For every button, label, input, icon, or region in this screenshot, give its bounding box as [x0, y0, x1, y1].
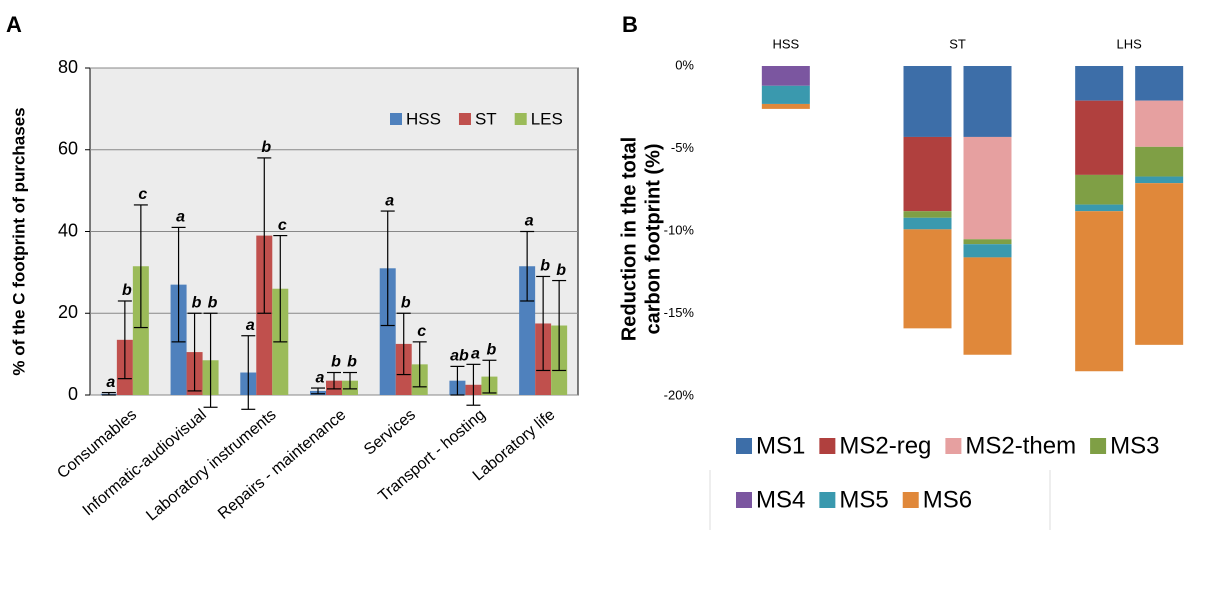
bar-segment — [963, 257, 1012, 355]
bar-segment — [1075, 204, 1124, 212]
x-tick-label: Informatic-audiovisual — [80, 406, 210, 519]
significance-letter: b — [540, 258, 550, 275]
y-tick-label: -5% — [671, 140, 695, 155]
y-tick-label: 0 — [68, 384, 78, 404]
significance-letter: ab — [450, 348, 469, 365]
legend-swatch — [819, 492, 836, 508]
panel-label: B — [622, 12, 638, 37]
bar-segment — [761, 103, 810, 109]
bar-segment — [1135, 176, 1184, 184]
legend-swatch — [736, 492, 752, 508]
legend-label: MS2-them — [965, 432, 1076, 459]
significance-letter: a — [106, 374, 115, 391]
bar-segment — [761, 85, 810, 104]
y-tick-label: 60 — [58, 139, 78, 159]
legend-label: MS1 — [756, 432, 805, 459]
significance-letter: b — [192, 294, 202, 311]
significance-letter: b — [556, 262, 566, 279]
bar-segment — [903, 229, 952, 329]
significance-letter: b — [347, 354, 357, 371]
significance-letter: b — [261, 139, 271, 156]
significance-letter: c — [278, 217, 287, 234]
legend-swatch — [458, 113, 471, 125]
y-tick-label: 40 — [58, 220, 78, 240]
bar-segment — [1135, 66, 1184, 101]
bar-segment — [1075, 174, 1124, 205]
bar — [379, 268, 396, 395]
y-tick-label: 20 — [58, 302, 78, 322]
bar-segment — [963, 244, 1012, 258]
significance-letter: a — [385, 192, 394, 209]
y-tick-label: -10% — [664, 222, 695, 237]
legend-swatch — [1090, 438, 1107, 454]
significance-letter: b — [208, 294, 218, 311]
x-tick-label: Services — [361, 406, 419, 458]
legend-label: LES — [531, 109, 563, 128]
group-label: LHS — [1117, 36, 1143, 51]
legend-label: HSS — [406, 109, 441, 128]
legend-swatch — [819, 438, 836, 454]
significance-letter: c — [417, 323, 426, 340]
significance-letter: b — [487, 341, 497, 358]
y-axis-label: carbon footprint (%) — [642, 143, 664, 334]
y-tick-label: -15% — [664, 305, 695, 320]
bar-segment — [963, 136, 1012, 240]
y-tick-label: -20% — [664, 387, 695, 402]
legend-label: ST — [475, 109, 497, 128]
significance-letter: b — [331, 354, 341, 371]
legend-label: MS5 — [839, 486, 888, 513]
significance-letter: a — [246, 317, 255, 334]
significance-letter: c — [138, 186, 147, 203]
legend-swatch — [945, 438, 962, 454]
significance-letter: b — [122, 282, 132, 299]
bar-segment — [1075, 66, 1124, 101]
y-axis-label: Reduction in the total — [618, 137, 640, 341]
bar-segment — [903, 136, 952, 212]
x-tick-label: Repairs - maintenance — [215, 406, 349, 523]
bar-segment — [903, 211, 952, 218]
bar — [132, 266, 149, 395]
group-label: HSS — [772, 36, 799, 51]
y-tick-label: 0% — [675, 57, 694, 72]
bar-segment — [903, 66, 952, 137]
bar-segment — [1075, 211, 1124, 372]
legend-swatch — [390, 113, 402, 125]
bar — [519, 266, 536, 395]
y-tick-label: 80 — [58, 57, 78, 77]
significance-letter: a — [316, 369, 325, 386]
bar-segment — [1135, 100, 1184, 147]
legend-swatch — [736, 438, 752, 454]
legend-label: MS2-reg — [839, 432, 931, 459]
x-tick-label: Laboratory instruments — [143, 406, 279, 524]
y-axis-label: % of the C footprint of purchases — [9, 107, 28, 375]
legend-swatch — [902, 492, 919, 508]
panel-label: A — [6, 12, 22, 37]
bar-segment — [1135, 183, 1184, 345]
bar — [256, 235, 273, 395]
bar-segment — [1075, 100, 1124, 175]
legend-label: MS3 — [1110, 432, 1159, 459]
bar-segment — [761, 66, 810, 86]
legend-label: MS6 — [923, 486, 972, 513]
significance-letter: a — [525, 213, 534, 230]
bar-segment — [963, 66, 1012, 137]
significance-letter: a — [176, 209, 185, 226]
bar-segment — [903, 217, 952, 230]
legend-swatch — [514, 113, 527, 125]
significance-letter: a — [471, 346, 480, 363]
legend-label: MS4 — [756, 486, 805, 513]
significance-letter: b — [401, 294, 411, 311]
group-label: ST — [949, 36, 966, 51]
bar-segment — [1135, 146, 1184, 177]
bar-segment — [963, 239, 1012, 245]
